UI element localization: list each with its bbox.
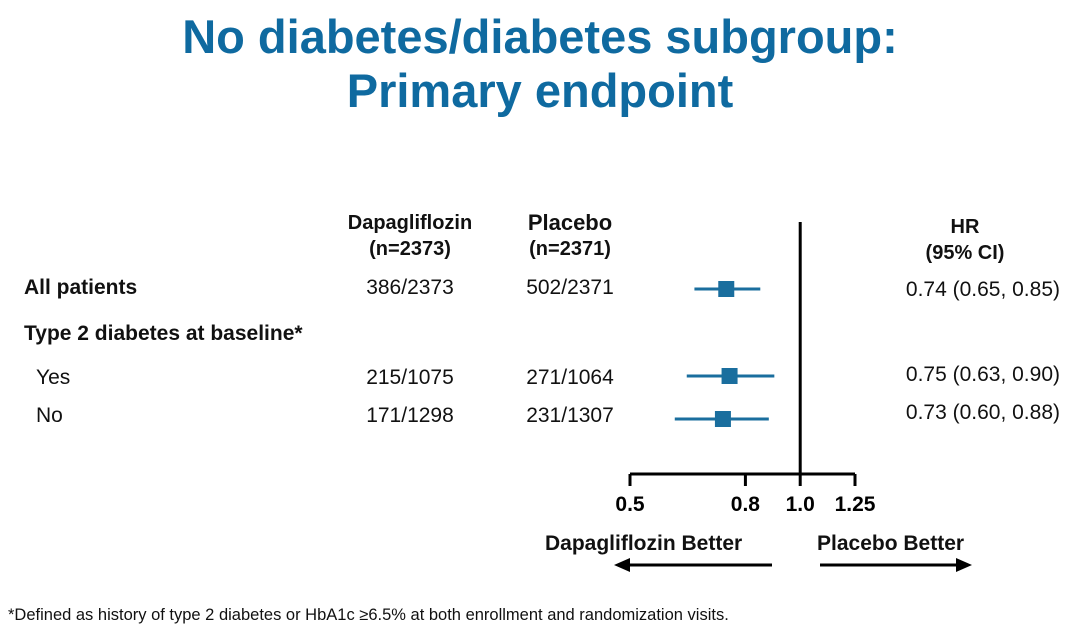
hr-header-name: HR (950, 216, 980, 238)
hr-marker (721, 368, 738, 384)
row-label-type2-diabetes: Type 2 diabetes at baseline* (24, 322, 303, 345)
dapa-count-all-patients: 386/2373 (366, 276, 454, 299)
x-tick-label: 0.8 (731, 493, 761, 516)
hr-text-all-patients: 0.74 (0.65, 0.85) (905, 278, 1060, 301)
favors-dapagliflozin-label: Dapagliflozin Better (545, 532, 743, 555)
x-tick-label: 1.0 (786, 493, 815, 516)
dapagliflozin-header: Dapagliflozin (n=2373) (330, 210, 490, 262)
placebo-header: Placebo (n=2371) (500, 210, 640, 262)
hr-marker (714, 411, 731, 427)
dapa-count-no: 171/1298 (366, 404, 454, 427)
placebo-count-yes: 271/1064 (526, 366, 614, 389)
placebo-count-all-patients: 502/2371 (526, 276, 614, 299)
row-label-no: No (36, 404, 63, 427)
title-line-2: Primary endpoint (346, 64, 734, 117)
placebo-header-n: (n=2371) (529, 238, 611, 260)
footnote: *Defined as history of type 2 diabetes o… (8, 606, 729, 624)
hr-marker (718, 281, 735, 297)
hr-text-no: 0.73 (0.60, 0.88) (905, 401, 1060, 424)
arrow-left-head (614, 558, 630, 572)
row-label-yes: Yes (36, 366, 71, 389)
dapagliflozin-header-n: (n=2373) (369, 238, 451, 260)
x-tick-label: 1.25 (835, 493, 876, 516)
title-line-1: No diabetes/diabetes subgroup: (182, 10, 898, 63)
placebo-count-no: 231/1307 (526, 404, 614, 427)
x-tick-label: 0.5 (615, 493, 645, 516)
arrow-right-head (956, 558, 972, 572)
placebo-header-name: Placebo (527, 210, 613, 235)
hr-text-yes: 0.75 (0.63, 0.90) (905, 363, 1060, 386)
hr-header: HR (95% CI) (910, 214, 1020, 266)
favors-placebo-label: Placebo Better (817, 532, 965, 555)
hr-header-ci: (95% CI) (925, 242, 1005, 264)
dapa-count-yes: 215/1075 (366, 366, 454, 389)
row-label-all-patients: All patients (24, 276, 138, 299)
dapagliflozin-header-name: Dapagliflozin (347, 212, 473, 234)
